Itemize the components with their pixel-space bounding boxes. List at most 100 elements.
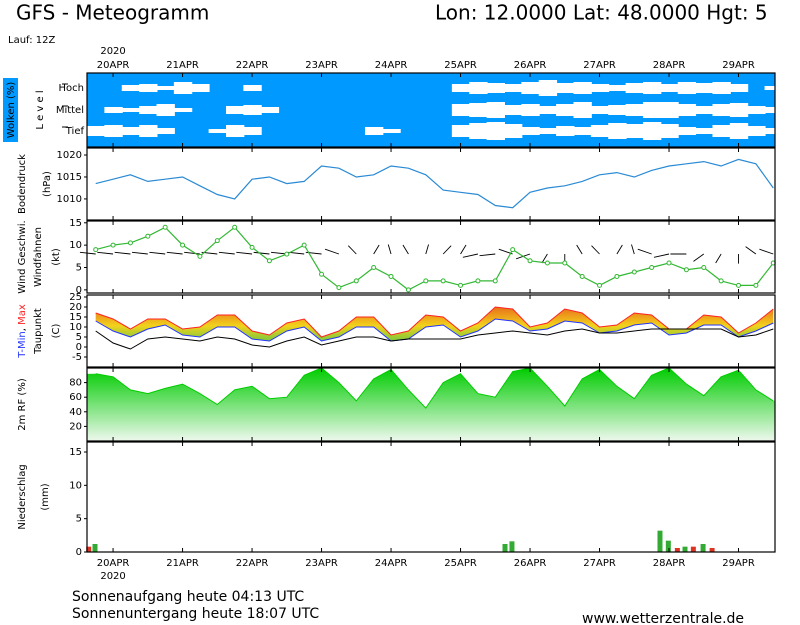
wind-barb [218,251,235,255]
wind-speed-point [631,269,637,275]
location: Lon: 12.0000 Lat: 48.0000 Hgt: 5 [435,1,768,25]
wind-barb [253,251,270,255]
wind-speed-point [371,265,377,271]
cloud-cover [573,127,592,135]
wind-barb [591,245,600,255]
cloud-cover [608,85,627,91]
x-tick-label: 26APR [514,60,547,71]
y-tick-label: 1010 [57,194,82,205]
cloud-cover [729,103,749,117]
cloud-cover [104,107,123,113]
cloud-cover [104,125,123,137]
wind-barb [637,248,652,255]
cloud-cover [382,129,401,133]
cloud-cover [451,125,471,137]
axis-label: (C) [51,324,62,339]
wind-speed-point [718,278,724,284]
y-tick-label: 5 [76,263,82,274]
cloud-cover [695,128,714,134]
y-tick-label: 10 [69,240,82,251]
y-tick-label: 1020 [57,150,82,161]
precip-bar [502,544,508,552]
precip-bar [682,546,688,552]
cloud-cover [660,124,679,138]
cloud-cover [625,104,644,116]
cloud-cover [139,106,158,114]
wind-barb [324,248,340,255]
panel-frame [86,294,776,368]
cloud-cover [677,82,697,94]
axis-label: T-Min, Max [17,304,28,359]
cloud-cover [573,102,592,118]
wind-speed-point [266,258,272,264]
axis-label: Wind Geschwi. [17,220,28,293]
axis-label: 2m RF (%) [17,378,28,431]
temperature-line [95,328,774,350]
precip-bar [700,544,706,552]
y-tick-label: 0 [76,285,82,296]
axis-label: Windfahnen [33,227,44,287]
cloud-cover [156,86,175,90]
wind-speed-point [649,265,655,271]
humidity-area [87,368,775,441]
wind-speed-point [510,247,516,253]
cloud-cover [642,82,662,94]
legend-entry: T-Min [17,331,28,359]
cloud-cover [712,125,731,137]
precip-bar [709,548,715,552]
wind-barb [97,251,114,255]
axis-label: L e v e l [35,90,46,129]
wind-barb [576,244,583,255]
wind-barb [653,253,670,258]
wind-speed-point [127,240,133,246]
wind-barb [114,251,131,255]
cloud-cover [695,106,714,114]
wind-speed-point [579,273,585,279]
wind-speed-point [197,253,203,259]
cloud-cover [642,102,662,118]
wind-speed-point [614,273,620,279]
cloud-cover [121,85,141,91]
wind-barb [631,244,635,255]
cloud-cover [556,83,575,93]
wind-barb [425,244,429,255]
cloud-cover [173,108,193,112]
y-tick-label: 5 [76,514,82,525]
y-tick-label: 60 [69,392,82,403]
x-tick-label: 22APR [236,60,269,71]
panel-frame [86,367,776,442]
wind-speed-point [232,224,238,230]
cloud-cover [521,127,540,135]
wind-speed-point [110,242,116,248]
cloud-cover [121,127,141,135]
x-tick-label: 29APR [722,60,755,71]
x-tick-label: 28APR [653,60,686,71]
y-tick-label: 5 [76,332,82,343]
wind-speed-point [145,233,151,239]
cloud-cover [556,104,575,116]
wind-speed-point [284,251,290,257]
wind-speed-point [353,278,359,284]
cloud-cover [486,122,505,140]
cloud-cover [747,106,766,114]
precip-bar [674,548,680,552]
wind-speed-point [388,273,394,279]
year-label: 2020 [100,46,125,57]
axis-label: (kt) [51,248,62,266]
cloud-cover [243,105,262,115]
wind-barb [387,244,392,255]
x-tick-label: 22APR [236,558,269,569]
x-tick-label: 28APR [653,558,686,569]
legend-separator: , [17,325,28,331]
wind-barb [132,251,148,255]
wind-speed-point [440,278,446,284]
cloud-cover [139,84,158,92]
cloud-cover [156,104,175,116]
y-tick-label: 15 [69,312,82,323]
panel-frame [86,147,776,221]
cloud-cover [608,123,627,139]
wind-speed-point [666,260,672,266]
cloud-cover [538,106,558,114]
